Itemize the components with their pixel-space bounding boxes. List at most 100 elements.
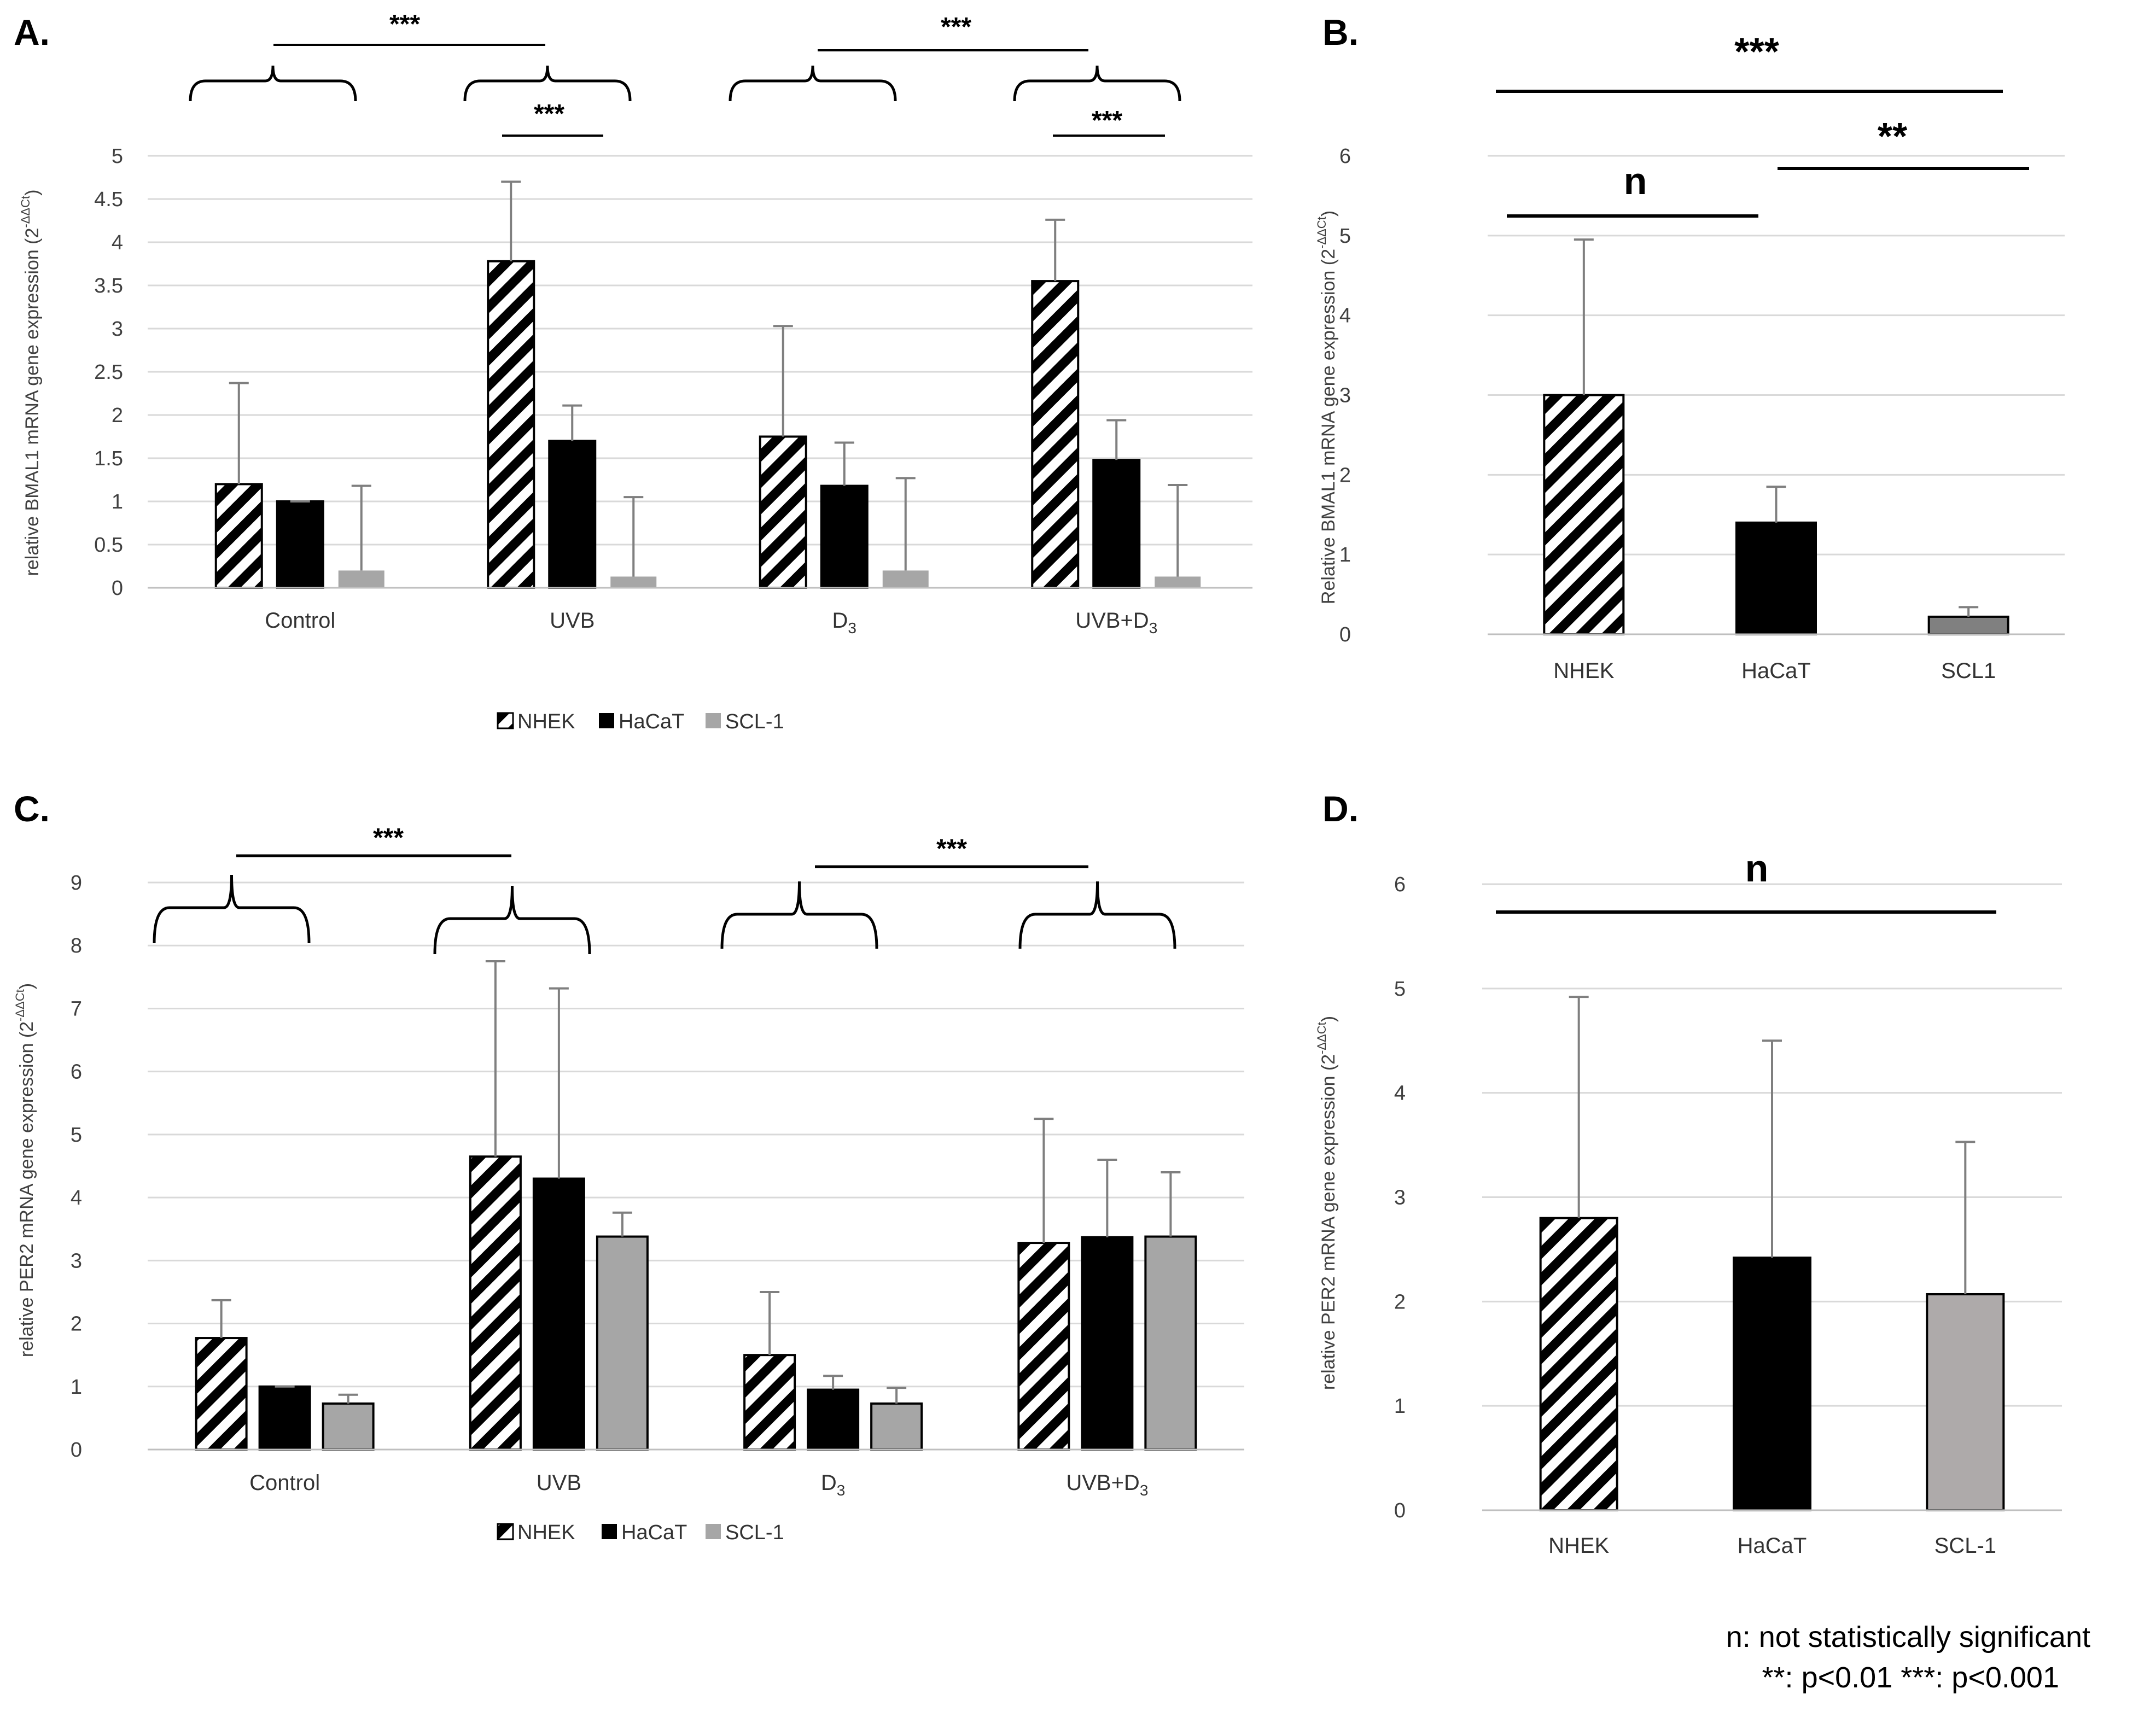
y-tick-label: 1: [112, 490, 123, 513]
bar-nhek-uvb: [487, 260, 535, 589]
y-tick-label: 9: [71, 872, 82, 895]
bar-scl-1-control: [338, 570, 384, 588]
y-tick-label: 4: [1339, 305, 1351, 328]
y-tick-label: 0.5: [94, 534, 123, 557]
legend-swatch-hacat: [599, 713, 614, 728]
y-axis-label: relative BMAL1 mRNA gene expression (2-Δ…: [19, 190, 43, 576]
bar-scl-1-d: [870, 1402, 923, 1451]
y-tick-label: 6: [71, 1061, 82, 1084]
y-axis-label: relative PER2 mRNA gene expression (2-ΔΔ…: [1315, 1016, 1339, 1390]
y-tick-label: 1: [71, 1376, 82, 1399]
y-tick-label: 0: [112, 577, 123, 600]
y-tick-label: 3: [112, 318, 123, 341]
brace-d3: [729, 65, 897, 102]
category-label: UVB: [537, 1471, 581, 1495]
significance-marker: n: [1745, 847, 1769, 890]
significance-marker: ***: [373, 823, 404, 852]
significance-marker: ***: [941, 13, 971, 42]
y-tick-label: 5: [112, 145, 123, 168]
significance-marker: ***: [1092, 106, 1122, 135]
category-label: NHEK: [1548, 1534, 1609, 1558]
category-label: Control: [265, 609, 335, 633]
category-label-subscript: 3: [848, 620, 856, 636]
y-axis-label-superscript: -ΔΔCt: [13, 989, 27, 1021]
y-tick-label: 4: [1394, 1082, 1406, 1105]
bar-nhek-uvb-d: [1031, 280, 1080, 589]
bar-scl-1-control: [322, 1402, 375, 1451]
footnote-line-2: **: p<0.01 ***: p<0.001: [1762, 1661, 2059, 1694]
bar-hacat-control: [258, 1385, 311, 1451]
category-label: D3: [821, 1471, 845, 1499]
bar-hacat-control: [276, 500, 324, 589]
bar-nhek-uvb-d: [1017, 1242, 1070, 1451]
y-tick-label: 1: [1394, 1395, 1406, 1418]
bar-scl-1-d: [882, 570, 929, 588]
bar-hacat: [1735, 521, 1817, 635]
chart-a: 0 0.5 1 1.5 2 2.5 3 3.5 4 4.5 5 relative BMAL1 mRNA…: [19, 10, 1252, 733]
panel-label-c: C.: [14, 788, 50, 829]
y-tick-label: 5: [71, 1124, 82, 1147]
y-tick-label: 6: [1339, 145, 1351, 168]
y-tick-label: 4: [71, 1187, 82, 1209]
legend-label-hacat: HaCaT: [619, 710, 684, 733]
category-label: SCL1: [1941, 659, 1996, 683]
brace-control: [153, 874, 311, 944]
legend-swatch-nhek: [497, 1523, 514, 1540]
footnote-line-1: n: not statistically significant: [1726, 1621, 2090, 1653]
y-tick-label: 3: [71, 1249, 82, 1272]
category-label: NHEK: [1553, 659, 1614, 683]
panel-label-a: A.: [14, 12, 50, 52]
category-label: SCL-1: [1934, 1534, 1996, 1558]
legend-swatch-scl-1: [706, 713, 721, 728]
y-tick-label: 8: [71, 934, 82, 957]
bar-scl-1-uvb: [610, 576, 657, 588]
y-tick-label: 6: [1394, 873, 1406, 896]
y-tick-label: 0: [1394, 1499, 1406, 1522]
significance-marker: ***: [389, 10, 420, 39]
y-tick-label: 4: [112, 231, 123, 254]
legend-label-scl-1: SCL-1: [725, 1521, 784, 1544]
bar-hacat-d: [807, 1388, 860, 1451]
bar-scl-1-uvb-d: [1144, 1235, 1197, 1451]
significance-marker: n: [1624, 160, 1647, 202]
significance-marker: **: [1878, 115, 1908, 157]
y-tick-label: 3: [1339, 384, 1351, 407]
category-label: UVB+D3: [1075, 609, 1157, 636]
bar-nhek-control: [214, 483, 263, 589]
category-label-subscript: 3: [837, 1482, 846, 1499]
brace-uvb: [433, 885, 591, 955]
bar-nhek-d: [759, 435, 807, 589]
y-axis-label-main: Relative BMAL1 mRNA gene expression (2: [1318, 249, 1339, 604]
bar-scl-1: [1926, 1293, 2005, 1512]
y-axis-label: Relative BMAL1 mRNA gene expression (2-Δ…: [1315, 211, 1339, 604]
legend-label-nhek: NHEK: [517, 1521, 575, 1544]
category-label: Control: [249, 1471, 320, 1495]
y-axis-label-main: relative BMAL1 mRNA gene expression (2: [22, 228, 43, 576]
bar-hacat: [1733, 1257, 1811, 1512]
panel-label-d: D.: [1322, 788, 1359, 829]
y-tick-label: 7: [71, 997, 82, 1020]
y-axis-label-end: ): [16, 983, 37, 989]
y-tick-label: 2.5: [94, 361, 123, 384]
bar-hacat-uvb-d: [1092, 459, 1141, 589]
bar-nhek-control: [195, 1337, 248, 1451]
y-tick-label: 0: [71, 1439, 82, 1462]
y-axis-label-end: ): [22, 190, 43, 196]
bar-nhek-d: [743, 1354, 796, 1451]
category-label-text: UVB: [537, 1471, 581, 1495]
category-label: D3: [832, 609, 856, 636]
legend-label-hacat: HaCaT: [621, 1521, 687, 1544]
legend-swatch-hacat: [602, 1524, 617, 1539]
category-label-text: UVB: [550, 609, 595, 633]
bar-nhek: [1539, 1217, 1618, 1512]
brace-uvb: [463, 65, 632, 102]
y-axis-label-main: relative PER2 mRNA gene expression (2: [16, 1021, 37, 1357]
y-axis-label: relative PER2 mRNA gene expression (2-ΔΔ…: [13, 983, 37, 1357]
category-label-text: UVB+D: [1066, 1471, 1140, 1495]
category-label-text: D: [832, 609, 848, 633]
y-tick-label: 2: [1394, 1290, 1406, 1313]
y-tick-label: 0: [1339, 623, 1351, 646]
chart-b: 0 1 2 3 4 5 6 Relative BMAL1 mRNA gene expressi…: [1315, 30, 2065, 683]
category-label-text: Control: [265, 609, 335, 633]
